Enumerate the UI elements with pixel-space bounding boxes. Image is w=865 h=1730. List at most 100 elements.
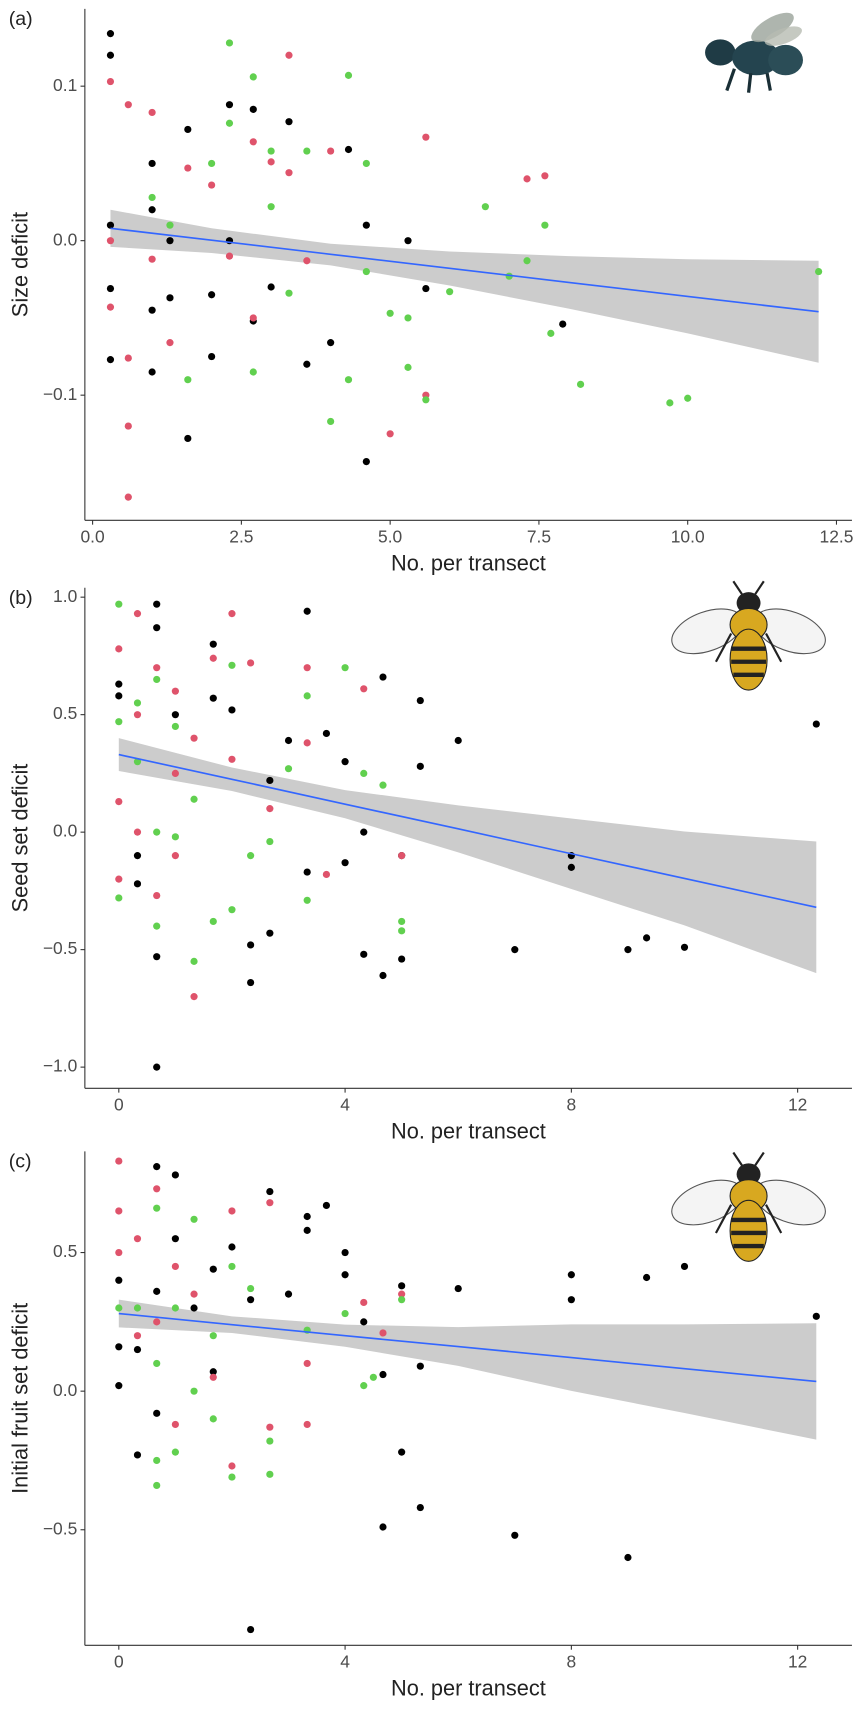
data-point [398,955,405,962]
y-tick-label: 0.1 [53,75,77,95]
data-point [624,946,631,953]
data-point [190,1216,197,1223]
data-point [387,430,394,437]
data-point [341,1310,348,1317]
data-point [482,203,489,210]
data-point [285,52,292,59]
data-point [153,1482,160,1489]
data-point [190,735,197,742]
data-point [172,1235,179,1242]
data-point [134,699,141,706]
x-tick-label: 12 [788,1094,807,1114]
data-point [134,852,141,859]
data-point [398,1296,405,1303]
data-point [172,833,179,840]
data-point [172,688,179,695]
data-point [228,662,235,669]
data-point [134,1304,141,1311]
data-point [345,72,352,79]
data-point [541,172,548,179]
data-point [387,310,394,317]
x-tick-label: 4 [340,1651,350,1671]
data-point [153,1288,160,1295]
data-point [323,1202,330,1209]
data-point [363,160,370,167]
data-point [268,203,275,210]
data-point [379,1523,386,1530]
data-point [813,720,820,727]
data-point [115,1157,122,1164]
data-point [303,147,310,154]
data-point [125,422,132,429]
x-tick-label: 0.0 [81,526,105,546]
data-point [153,1457,160,1464]
data-point [115,798,122,805]
data-point [107,222,114,229]
page: {"chart_data": [ {"type": "scatter", "pa… [0,0,865,1725]
data-point [107,304,114,311]
data-point [172,852,179,859]
data-point [681,1263,688,1270]
data-point [379,673,386,680]
data-point [422,134,429,141]
y-tick-label: 1.0 [53,586,77,606]
data-point [228,610,235,617]
data-point [363,222,370,229]
data-point [268,147,275,154]
x-tick-label: 5.0 [378,526,402,546]
data-point [115,601,122,608]
data-point [153,953,160,960]
data-point [149,109,156,116]
data-point [153,601,160,608]
bee-icon-bumble [666,1152,832,1261]
data-point [370,1374,377,1381]
data-point [107,356,114,363]
data-point [417,697,424,704]
data-point [568,1271,575,1278]
data-point [568,1296,575,1303]
data-point [547,330,554,337]
data-point [210,1332,217,1339]
data-point [568,864,575,871]
y-tick-label: 0.5 [53,703,77,723]
data-point [327,339,334,346]
data-point [208,181,215,188]
x-tick-label: 8 [567,1094,577,1114]
data-point [190,993,197,1000]
data-point [210,641,217,648]
panel-label: (b) [9,587,33,609]
data-point [153,664,160,671]
data-point [134,1451,141,1458]
data-point [304,1213,311,1220]
data-point [226,253,233,260]
data-point [268,283,275,290]
data-point [125,494,132,501]
y-tick-label: −0.5 [43,1518,77,1538]
data-point [190,1304,197,1311]
y-tick-label: −0.1 [43,384,77,404]
data-point [266,777,273,784]
data-point [226,39,233,46]
data-point [643,934,650,941]
data-point [360,770,367,777]
data-point [304,692,311,699]
data-point [398,1282,405,1289]
data-point [303,361,310,368]
x-axis-title: No. per transect [391,551,546,576]
data-point [184,126,191,133]
data-point [153,1410,160,1417]
data-point [153,829,160,836]
data-point [341,1249,348,1256]
chart: (a)Size deficitNo. per transect0.10.0−0.… [0,0,865,1725]
y-axis-title: Size deficit [8,212,33,317]
data-point [446,288,453,295]
x-tick-label: 12.5 [820,526,854,546]
data-point [398,927,405,934]
data-point [250,106,257,113]
data-point [417,1363,424,1370]
data-point [422,396,429,403]
y-tick-label: 0.0 [53,821,77,841]
data-point [184,376,191,383]
x-axis-title: No. per transect [391,1119,546,1144]
data-point [226,120,233,127]
